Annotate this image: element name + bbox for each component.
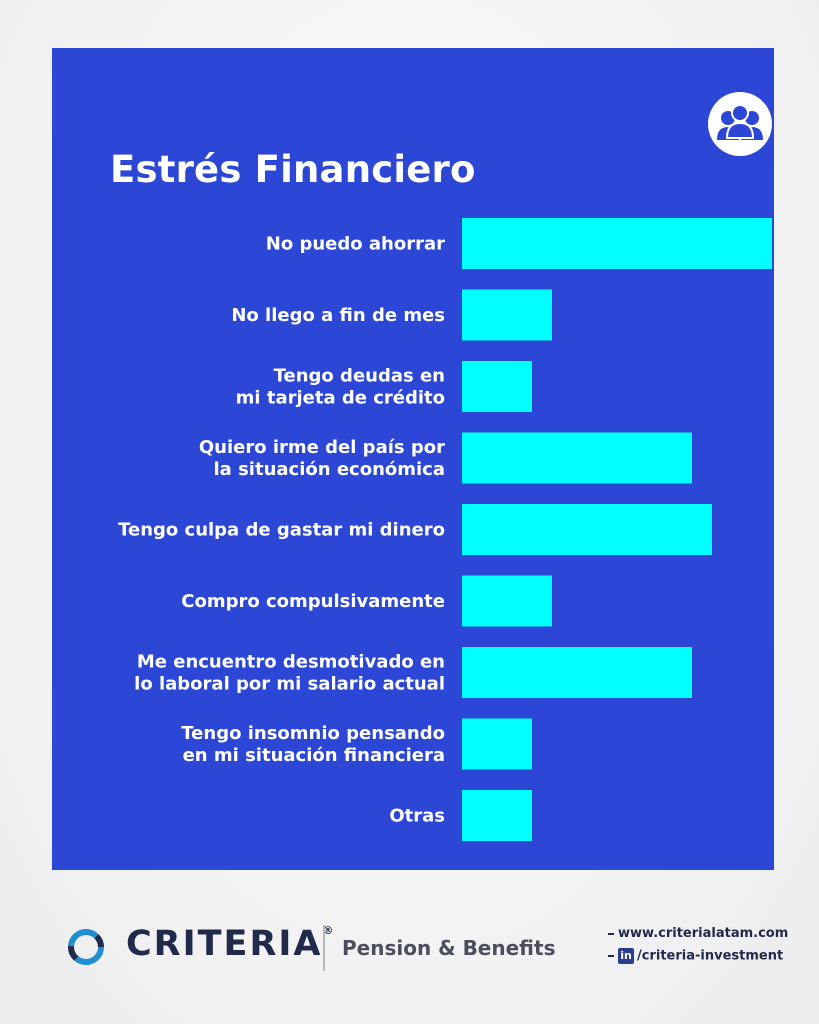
bar-category-label-line: Compro compulsivamente — [181, 591, 445, 612]
linkedin-link[interactable]: in/criteria-investment — [608, 948, 788, 970]
bar-category-label: Otras — [389, 806, 445, 827]
website-text: www.criterialatam.com — [618, 926, 789, 941]
bar-category-label: No llego a fin de mes — [231, 305, 445, 326]
website-link[interactable]: www.criterialatam.com — [608, 926, 788, 948]
bar — [462, 575, 552, 627]
bullet-dash — [608, 955, 614, 957]
bar — [462, 218, 772, 269]
bar — [462, 647, 692, 698]
bar-category-label: Compro compulsivamente — [181, 591, 445, 612]
bar — [462, 289, 552, 341]
linkedin-icon: in — [618, 948, 634, 964]
bar-category-label: Tengo culpa de gastar mi dinero — [118, 520, 445, 541]
linkedin-text: /criteria-investment — [637, 948, 784, 964]
bar-category-label: Tengo insomnio pensando en mi situación f… — [181, 723, 445, 766]
bar-category-label-line: lo laboral por mi salario actual — [134, 674, 445, 695]
bar-category-label-line: Quiero irme del país por — [199, 437, 445, 458]
chart-title: Estrés Financiero — [110, 148, 476, 191]
bar-category-label-line: Me encuentro desmotivado en — [137, 652, 445, 673]
bar-category-label-line: en mi situación financiera — [183, 745, 445, 766]
bar-category-label-line: Otras — [389, 806, 445, 827]
bar — [462, 790, 532, 841]
bar — [462, 718, 532, 770]
people-group-icon — [708, 92, 772, 156]
bar-category-label-line: No puedo ahorrar — [266, 234, 445, 255]
bullet-dash — [608, 932, 614, 935]
bar-category-label-line: Tengo culpa de gastar mi dinero — [118, 520, 445, 541]
bar-category-label: No puedo ahorrar — [266, 234, 445, 255]
bar-category-label-line: Tengo deudas en — [274, 366, 445, 387]
bar-category-label: Quiero irme del país por la situación eco… — [199, 437, 445, 480]
bar-category-label-line: No llego a fin de mes — [231, 305, 445, 326]
brand-registered-mark: ® — [322, 924, 334, 937]
criteria-ring-logo-icon — [68, 929, 104, 965]
brand-tagline: Pension & Benefits — [342, 936, 556, 960]
contact-block: www.criterialatam.com in/criteria-invest… — [608, 926, 788, 970]
bar-category-label-line: Tengo insomnio pensando — [181, 723, 445, 744]
bar — [462, 504, 712, 555]
bar-category-label-line: la situación económica — [214, 459, 446, 480]
bar-category-label: Me encuentro desmotivado en lo laboral po… — [134, 652, 445, 695]
bar-category-label: Tengo deudas en mi tarjeta de crédito — [236, 366, 445, 409]
brand-text: CRITERIA — [126, 924, 323, 964]
bar — [462, 432, 692, 484]
brand-name: CRITERIA® — [126, 924, 334, 964]
bar — [462, 361, 532, 412]
bar-category-label-line: mi tarjeta de crédito — [236, 388, 445, 409]
footer-divider — [323, 925, 325, 971]
